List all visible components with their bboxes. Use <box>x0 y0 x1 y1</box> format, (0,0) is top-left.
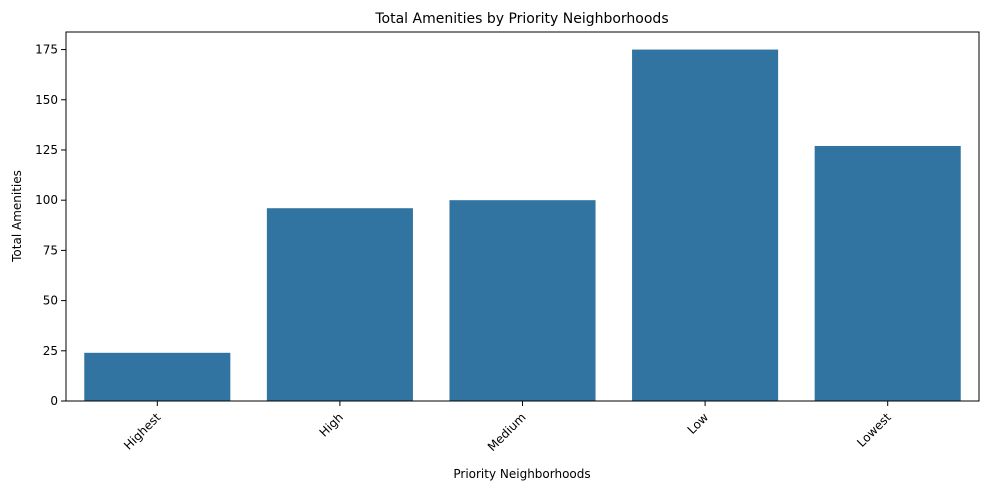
y-axis-label: Total Amenities <box>10 170 24 263</box>
y-tick-label: 50 <box>43 294 58 308</box>
chart-title: Total Amenities by Priority Neighborhood… <box>374 11 668 27</box>
bar-medium <box>449 200 596 401</box>
y-tick-label: 75 <box>43 243 58 257</box>
plot-area <box>65 31 980 402</box>
x-tick-label-medium: Medium <box>485 410 529 454</box>
bar-highest <box>84 352 231 401</box>
x-tick-label-low: Low <box>685 410 712 437</box>
y-tick-label: 125 <box>35 143 58 157</box>
x-tick-label-high: High <box>317 410 346 439</box>
x-axis-label: Priority Neighborhoods <box>453 467 590 481</box>
y-tick-label: 100 <box>35 193 58 207</box>
y-tick-label: 150 <box>35 93 58 107</box>
x-tick-label-lowest: Lowest <box>854 410 894 450</box>
y-tick-label: 0 <box>50 394 58 408</box>
bars <box>84 49 961 401</box>
x-axis: Highest High Medium Low Lowest <box>121 401 894 454</box>
bar-low <box>632 49 779 401</box>
y-axis: 0 25 50 75 100 125 150 175 <box>35 43 66 408</box>
y-tick-label: 175 <box>35 43 58 57</box>
bar-lowest <box>814 145 961 401</box>
x-tick-label-highest: Highest <box>121 410 164 453</box>
y-tick-label: 25 <box>43 344 58 358</box>
bar-high <box>266 208 413 401</box>
